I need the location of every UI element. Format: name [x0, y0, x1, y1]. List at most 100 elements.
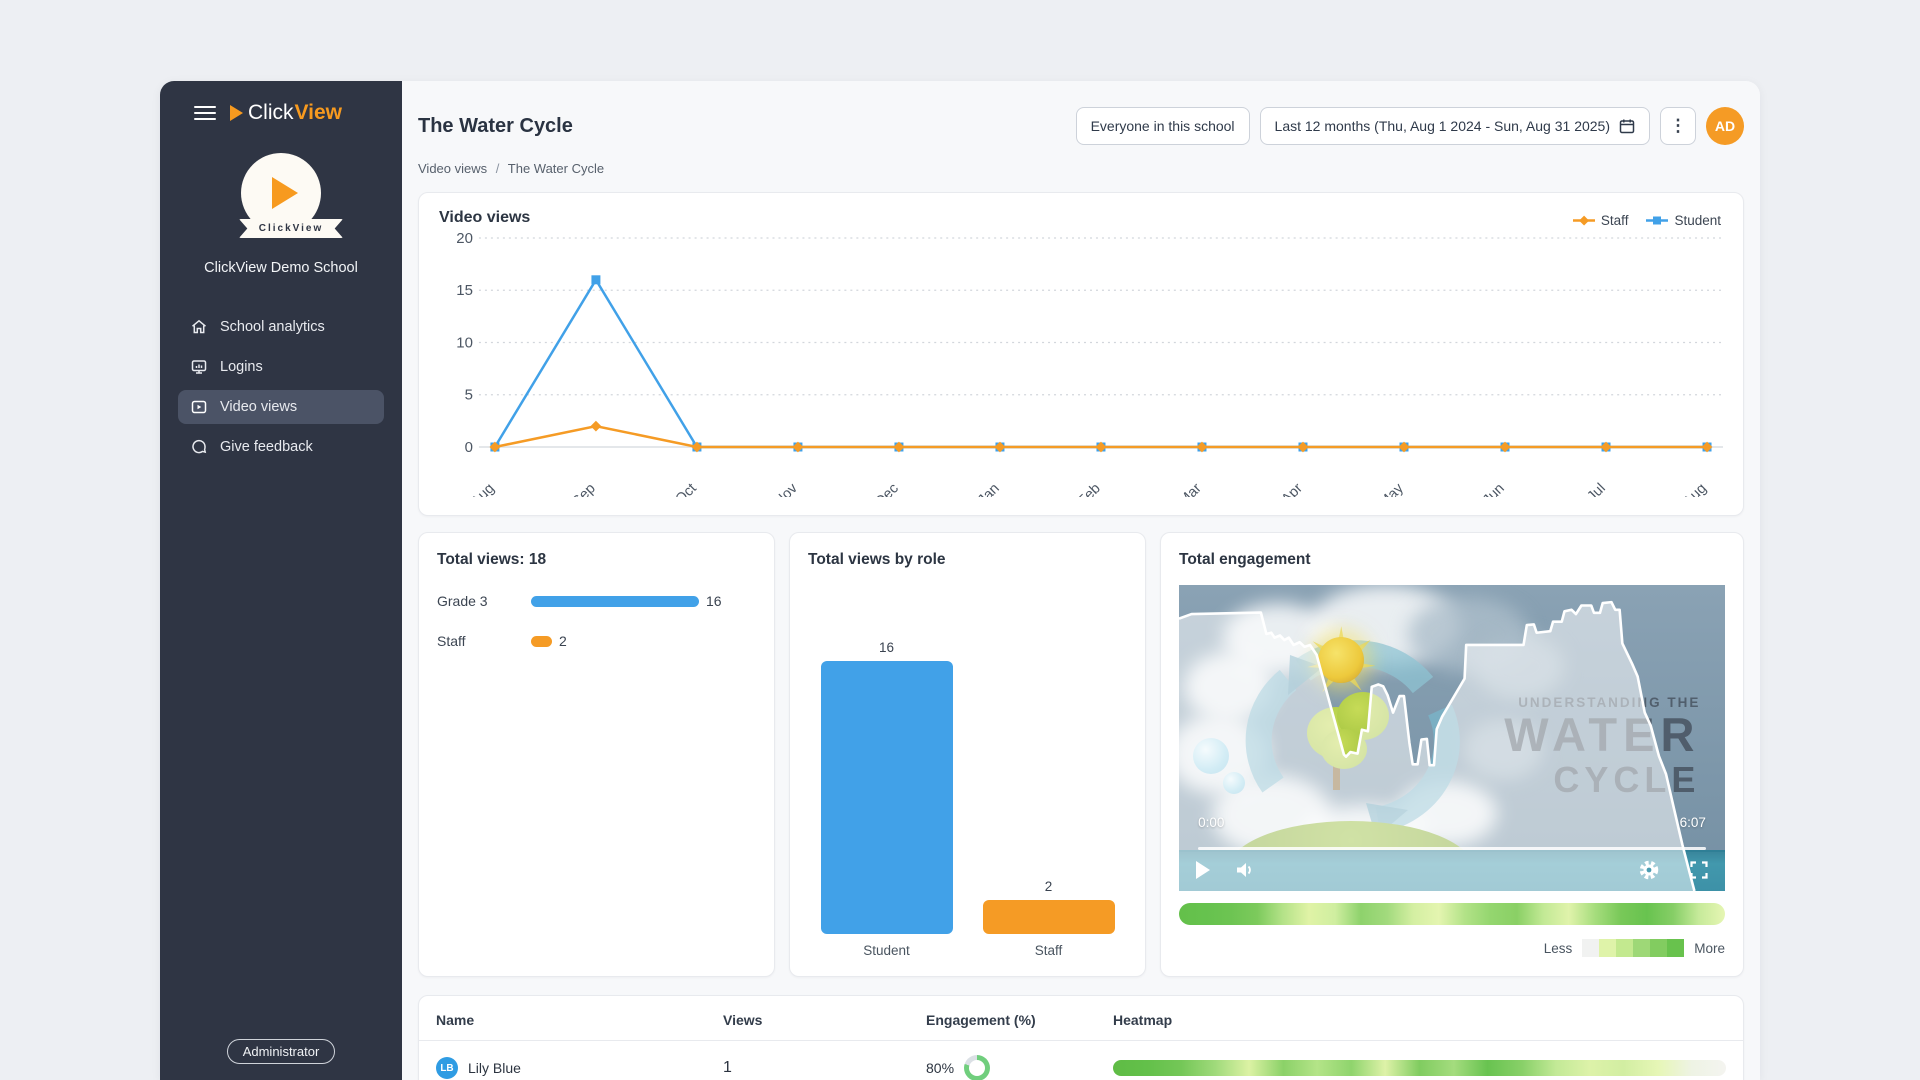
column-header-views: Views: [723, 1012, 763, 1028]
svg-text:Sep: Sep: [569, 481, 598, 497]
svg-text:Aug: Aug: [468, 481, 497, 497]
fullscreen-icon[interactable]: [1689, 861, 1708, 879]
total-views-title: Total views: 18: [437, 551, 547, 568]
total-views-row: Staff 2: [437, 633, 567, 649]
audience-filter-label: Everyone in this school: [1090, 118, 1235, 134]
role-bar-student: 16 Student: [820, 640, 953, 958]
video-duration: 6:07: [1679, 814, 1706, 830]
breadcrumb-current: The Water Cycle: [507, 161, 605, 176]
sidebar-item-school-analytics[interactable]: School analytics: [178, 310, 384, 344]
video-player[interactable]: UNDERSTANDING THE WATER CYCLE 0:00 6:07: [1179, 585, 1725, 891]
heatmap-legend-swatches: [1582, 939, 1685, 957]
svg-text:Aug: Aug: [1680, 481, 1709, 497]
svg-text:Mar: Mar: [1176, 480, 1205, 497]
sidebar-item-label: Video views: [220, 399, 298, 415]
svg-text:20: 20: [456, 230, 473, 247]
sidebar: Click View ClickView ClickView Demo Schoo…: [160, 81, 402, 1080]
date-range-button[interactable]: Last 12 months (Thu, Aug 1 2024 - Sun, A…: [1259, 107, 1650, 145]
more-options-button[interactable]: ⋮: [1660, 107, 1696, 145]
viewer-avatar: LB: [436, 1057, 458, 1079]
views-by-role-title: Total views by role: [808, 551, 946, 568]
play-triangle-icon: [230, 105, 243, 121]
school-name: ClickView Demo School: [204, 260, 358, 276]
volume-icon[interactable]: [1236, 861, 1256, 879]
school-logo: ClickView: [239, 153, 343, 238]
viewer-engagement-pct: 80%: [926, 1060, 955, 1076]
role-bar-staff: 2 Staff: [982, 879, 1115, 958]
settings-gear-icon[interactable]: [1638, 859, 1660, 881]
legend-item-staff: Staff: [1572, 213, 1628, 228]
calendar-icon: [1619, 119, 1635, 134]
svg-text:Dec: Dec: [872, 481, 901, 497]
table-body: LB Lily Blue 1 80%: [436, 1041, 1726, 1080]
sidebar-item-label: Logins: [220, 359, 263, 375]
sidebar-item-give-feedback[interactable]: Give feedback: [178, 430, 384, 464]
current-time: 0:00: [1198, 814, 1225, 830]
svg-text:5: 5: [465, 387, 473, 404]
page-header: The Water Cycle Everyone in this school …: [418, 107, 1744, 145]
svg-text:0: 0: [465, 439, 473, 456]
heatmap-legend-more: More: [1694, 940, 1725, 956]
svg-text:Nov: Nov: [771, 480, 801, 497]
engagement-ring: [964, 1055, 991, 1080]
home-icon: [192, 319, 206, 334]
viewer-name: Lily Blue: [468, 1060, 521, 1076]
total-views-row: Grade 3 16: [437, 593, 722, 609]
svg-text:10: 10: [456, 334, 473, 351]
svg-text:May: May: [1376, 480, 1407, 497]
video-views-line-chart: 0 5 10 15 20 Aug Sep Oct Nov Dec Jan Feb Mar Apr May Ju…: [456, 230, 1723, 511]
sidebar-item-logins[interactable]: Logins: [178, 350, 384, 384]
hamburger-menu-icon[interactable]: [194, 102, 216, 124]
chart-title: Video views: [439, 209, 531, 226]
chat-bubble-icon: [192, 439, 207, 454]
svg-text:Oct: Oct: [673, 481, 700, 497]
legend-item-student: Student: [1646, 213, 1721, 228]
video-play-icon: [191, 400, 207, 414]
kebab-icon: ⋮: [1669, 116, 1687, 135]
sidebar-item-label: School analytics: [220, 319, 325, 335]
school-logo-ribbon: ClickView: [239, 219, 343, 238]
legend-marker-icon: [1646, 216, 1669, 225]
svg-text:Apr: Apr: [1279, 480, 1306, 497]
video-views-chart-card: Video views Staff Student 0 5 10 15 20 Aug Sep O…: [418, 192, 1744, 516]
viewers-table-card: Name Views Engagement (%) Heatmap LB Lily…: [418, 995, 1744, 1080]
main-content: The Water Cycle Everyone in this school …: [402, 81, 1760, 1080]
user-avatar[interactable]: AD: [1706, 107, 1744, 145]
video-progress-bar[interactable]: [1198, 846, 1706, 850]
breadcrumb-separator: /: [495, 161, 500, 176]
total-views-bars: Grade 3 16 Staff 2: [437, 593, 756, 649]
svg-text:Feb: Feb: [1075, 481, 1104, 497]
viewer-views: 1: [723, 1059, 732, 1076]
total-engagement-card: Total engagement: [1160, 532, 1744, 977]
breadcrumb-parent-link[interactable]: Video views: [418, 161, 488, 176]
views-by-role-chart: 16 Student 2 Staff: [808, 575, 1127, 958]
svg-text:15: 15: [456, 282, 473, 299]
svg-text:Jan: Jan: [975, 481, 1003, 497]
legend-marker-icon: [1572, 215, 1595, 226]
column-header-heatmap: Heatmap: [1113, 1012, 1173, 1028]
heatmap-legend-less: Less: [1543, 940, 1573, 956]
column-header-name: Name: [436, 1012, 475, 1028]
clickview-logo: Click View: [230, 101, 342, 125]
audience-filter-button[interactable]: Everyone in this school: [1075, 107, 1250, 145]
engagement-heatmap-bar: [1179, 903, 1725, 925]
monitor-chart-icon: [191, 360, 207, 374]
table-row[interactable]: LB Lily Blue 1 80%: [436, 1041, 1726, 1080]
brand-view: View: [294, 101, 342, 124]
views-by-role-card: Total views by role 16 Student 2 Staff: [789, 532, 1146, 977]
app-window: Click View ClickView ClickView Demo Schoo…: [160, 81, 1760, 1080]
column-header-engagement: Engagement (%): [926, 1012, 1036, 1028]
chart-legend: Staff Student: [1572, 213, 1721, 228]
play-button[interactable]: [1196, 860, 1211, 879]
sidebar-item-label: Give feedback: [220, 439, 313, 455]
sidebar-item-video-views[interactable]: Video views: [178, 390, 384, 424]
svg-text:Jun: Jun: [1480, 481, 1508, 497]
page-title: The Water Cycle: [418, 114, 573, 137]
administrator-badge: Administrator: [226, 1039, 336, 1064]
total-views-card: Total views: 18 Grade 3 16 Staff 2: [418, 532, 775, 977]
sidebar-nav: School analytics Logins Video views Give…: [160, 310, 402, 464]
play-triangle-icon: [272, 177, 298, 209]
date-range-label: Last 12 months (Thu, Aug 1 2024 - Sun, A…: [1274, 118, 1610, 134]
brand-click: Click: [248, 101, 294, 124]
viewer-heatmap-bar: [1113, 1060, 1726, 1076]
